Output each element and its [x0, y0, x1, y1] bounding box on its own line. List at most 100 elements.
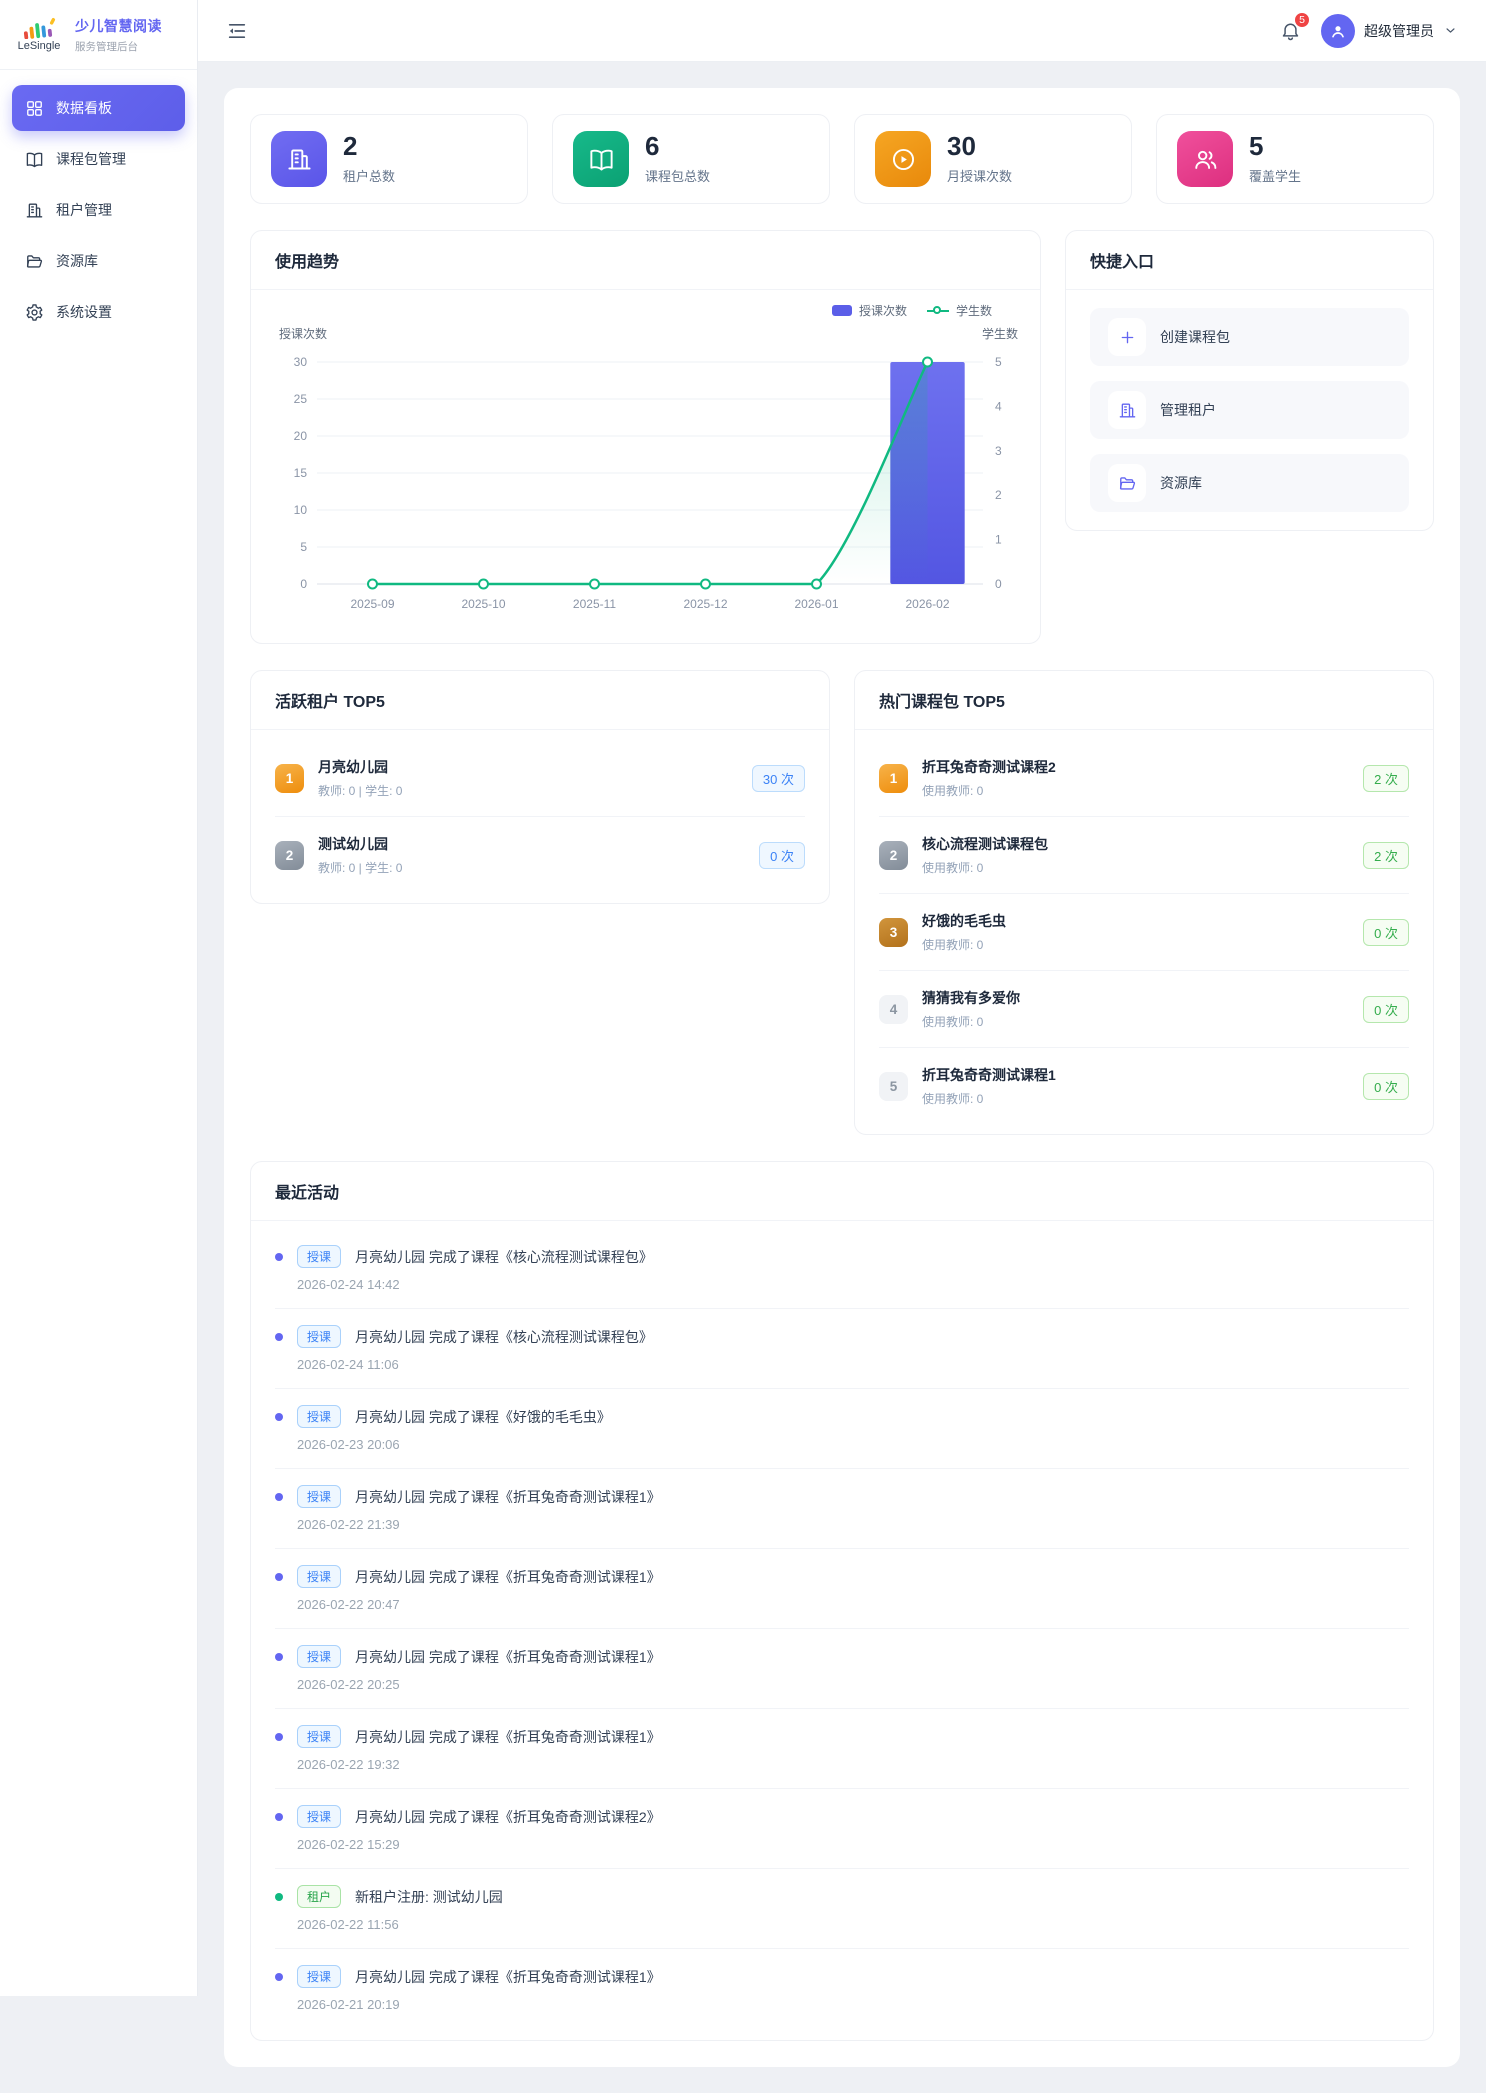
legend-line-swatch — [926, 305, 949, 316]
item-meta: 教师: 0 | 学生: 0 — [318, 861, 403, 875]
activity-type-badge: 授课 — [297, 1325, 342, 1348]
activity-text: 月亮幼儿园 完成了课程《折耳兔奇奇测试课程1》 — [355, 1968, 661, 1985]
building-icon — [286, 146, 313, 173]
activity-item: 授课 月亮幼儿园 完成了课程《折耳兔奇奇测试课程1》 2026-02-22 19… — [275, 1708, 1409, 1788]
legend-label: 授课次数 — [858, 304, 907, 318]
hot-packages-title: 热门课程包 TOP5 — [855, 671, 1433, 730]
rank-badge: 2 — [275, 840, 304, 870]
count-pill: 0 次 — [1363, 918, 1409, 946]
stat-icon-tile — [875, 131, 931, 187]
activity-dot — [275, 1332, 283, 1341]
sidebar-item-tenants[interactable]: 租户管理 — [12, 187, 185, 233]
active-tenants-title: 活跃租户 TOP5 — [251, 671, 829, 730]
brand-logo: LeSingle 少儿智慧阅读 服务管理后台 — [0, 0, 197, 70]
quick-entry-label: 资源库 — [1160, 475, 1202, 491]
svg-text:5: 5 — [300, 540, 307, 554]
quick-entry-list: 创建课程包 管理租户 资源库 — [1066, 290, 1433, 530]
person-icon — [1332, 25, 1344, 38]
recent-activities-title: 最近活动 — [251, 1162, 1433, 1221]
activity-item: 授课 月亮幼儿园 完成了课程《核心流程测试课程包》 2026-02-24 14:… — [275, 1229, 1409, 1308]
legend-bar-swatch — [831, 305, 852, 316]
top-list-item: 2 测试幼儿园 教师: 0 | 学生: 0 0 次 — [275, 816, 805, 893]
activity-item: 授课 月亮幼儿园 完成了课程《折耳兔奇奇测试课程1》 2026-02-22 21… — [275, 1468, 1409, 1548]
activity-type-badge: 授课 — [297, 1405, 342, 1428]
activity-dot — [275, 1492, 283, 1501]
hot-packages-card: 热门课程包 TOP5 1 折耳兔奇奇测试课程2 使用教师: 0 2 次 2 核心… — [854, 670, 1434, 1135]
stat-card: 6 课程包总数 — [552, 114, 830, 204]
user-menu[interactable]: 超级管理员 — [1321, 13, 1458, 48]
menu-fold-icon[interactable] — [226, 20, 248, 42]
stat-value: 5 — [1249, 130, 1264, 161]
top-list-item: 2 核心流程测试课程包 使用教师: 0 2 次 — [879, 816, 1409, 893]
sidebar-item-settings[interactable]: 系统设置 — [12, 289, 185, 335]
svg-text:2025-10: 2025-10 — [461, 597, 505, 611]
sidebar-item-dashboard[interactable]: 数据看板 — [12, 85, 185, 131]
svg-text:10: 10 — [294, 503, 308, 517]
activity-text: 月亮幼儿园 完成了课程《折耳兔奇奇测试课程1》 — [355, 1648, 661, 1665]
activity-item: 授课 月亮幼儿园 完成了课程《核心流程测试课程包》 2026-02-24 11:… — [275, 1308, 1409, 1388]
quick-entry-item[interactable]: 创建课程包 — [1090, 308, 1409, 366]
activity-time: 2026-02-24 14:42 — [297, 1277, 400, 1292]
count-pill: 0 次 — [1363, 1072, 1409, 1100]
svg-text:30: 30 — [294, 355, 308, 369]
gear-icon — [25, 303, 44, 322]
sidebar-item-resources[interactable]: 资源库 — [12, 238, 185, 284]
user-name: 超级管理员 — [1364, 22, 1434, 39]
activity-time: 2026-02-22 20:47 — [297, 1597, 400, 1612]
svg-text:学生数: 学生数 — [982, 326, 1018, 341]
quick-entry-item[interactable]: 资源库 — [1090, 454, 1409, 512]
avatar — [1321, 13, 1355, 48]
count-pill: 2 次 — [1363, 841, 1409, 869]
activity-item: 授课 月亮幼儿园 完成了课程《折耳兔奇奇测试课程1》 2026-02-22 20… — [275, 1548, 1409, 1628]
people-icon — [1192, 146, 1219, 173]
svg-text:15: 15 — [294, 466, 308, 480]
plus-icon — [1108, 318, 1146, 356]
active-tenants-list: 1 月亮幼儿园 教师: 0 | 学生: 0 30 次 2 测试幼儿园 教师: 0… — [251, 730, 829, 903]
stat-card: 5 覆盖学生 — [1156, 114, 1434, 204]
quick-entry-item[interactable]: 管理租户 — [1090, 381, 1409, 439]
count-pill: 0 次 — [1363, 995, 1409, 1023]
notification-bell[interactable]: 5 — [1280, 11, 1311, 41]
item-name: 测试幼儿园 — [318, 836, 388, 852]
item-name: 猜猜我有多爱你 — [922, 990, 1020, 1006]
logo-bars-icon — [23, 18, 56, 39]
usage-trend-card: 使用趋势 授课次数 学生数 0 — [250, 230, 1041, 644]
top-list-item: 1 月亮幼儿园 教师: 0 | 学生: 0 30 次 — [275, 740, 805, 816]
sidebar-item-course-packages[interactable]: 课程包管理 — [12, 136, 185, 182]
top-list-item: 1 折耳兔奇奇测试课程2 使用教师: 0 2 次 — [879, 740, 1409, 816]
usage-trend-chart: 授课次数 学生数 0 5 10 15 20 25 30 0 1 2 3 4 5 授课次数 学生数 2025-0… — [251, 290, 1040, 643]
active-tenants-card: 活跃租户 TOP5 1 月亮幼儿园 教师: 0 | 学生: 0 30 次 2 测… — [250, 670, 830, 904]
activity-dot — [275, 1972, 283, 1981]
sidebar: LeSingle 少儿智慧阅读 服务管理后台 数据看板 课程包管理 租户管理 资… — [0, 0, 198, 1996]
item-meta: 使用教师: 0 — [922, 1015, 984, 1029]
recent-activities-list: 授课 月亮幼儿园 完成了课程《核心流程测试课程包》 2026-02-24 14:… — [251, 1221, 1433, 2040]
recent-activities-card: 最近活动 授课 月亮幼儿园 完成了课程《核心流程测试课程包》 2026-02-2… — [250, 1161, 1434, 2041]
rank-badge: 1 — [879, 763, 908, 793]
activity-text: 月亮幼儿园 完成了课程《好饿的毛毛虫》 — [355, 1408, 611, 1425]
sidebar-item-label: 数据看板 — [56, 100, 112, 116]
activity-text: 月亮幼儿园 完成了课程《折耳兔奇奇测试课程1》 — [355, 1488, 661, 1505]
building-icon — [25, 201, 44, 220]
activity-dot — [275, 1812, 283, 1821]
sidebar-item-label: 系统设置 — [56, 304, 112, 320]
svg-text:20: 20 — [294, 429, 308, 443]
activity-text: 月亮幼儿园 完成了课程《核心流程测试课程包》 — [355, 1248, 653, 1265]
svg-text:2025-12: 2025-12 — [683, 597, 727, 611]
brand-subtitle: 服务管理后台 — [75, 40, 138, 53]
activity-dot — [275, 1892, 283, 1901]
brand-title: 少儿智慧阅读 — [75, 17, 162, 34]
activity-text: 新租户注册: 测试幼儿园 — [355, 1888, 503, 1905]
legend-item-sessions[interactable]: 授课次数 — [831, 302, 907, 319]
legend-item-students[interactable]: 学生数 — [926, 302, 992, 319]
activity-text: 月亮幼儿园 完成了课程《折耳兔奇奇测试课程1》 — [355, 1728, 661, 1745]
count-pill: 0 次 — [759, 841, 805, 869]
grid-icon — [25, 99, 44, 118]
svg-text:5: 5 — [995, 355, 1002, 369]
activity-dot — [275, 1652, 283, 1661]
stat-icon-tile — [573, 131, 629, 187]
brand-logo-mark: LeSingle — [13, 17, 65, 52]
activity-time: 2026-02-22 15:29 — [297, 1837, 400, 1852]
activity-dot — [275, 1252, 283, 1261]
activity-type-badge: 授课 — [297, 1805, 342, 1828]
